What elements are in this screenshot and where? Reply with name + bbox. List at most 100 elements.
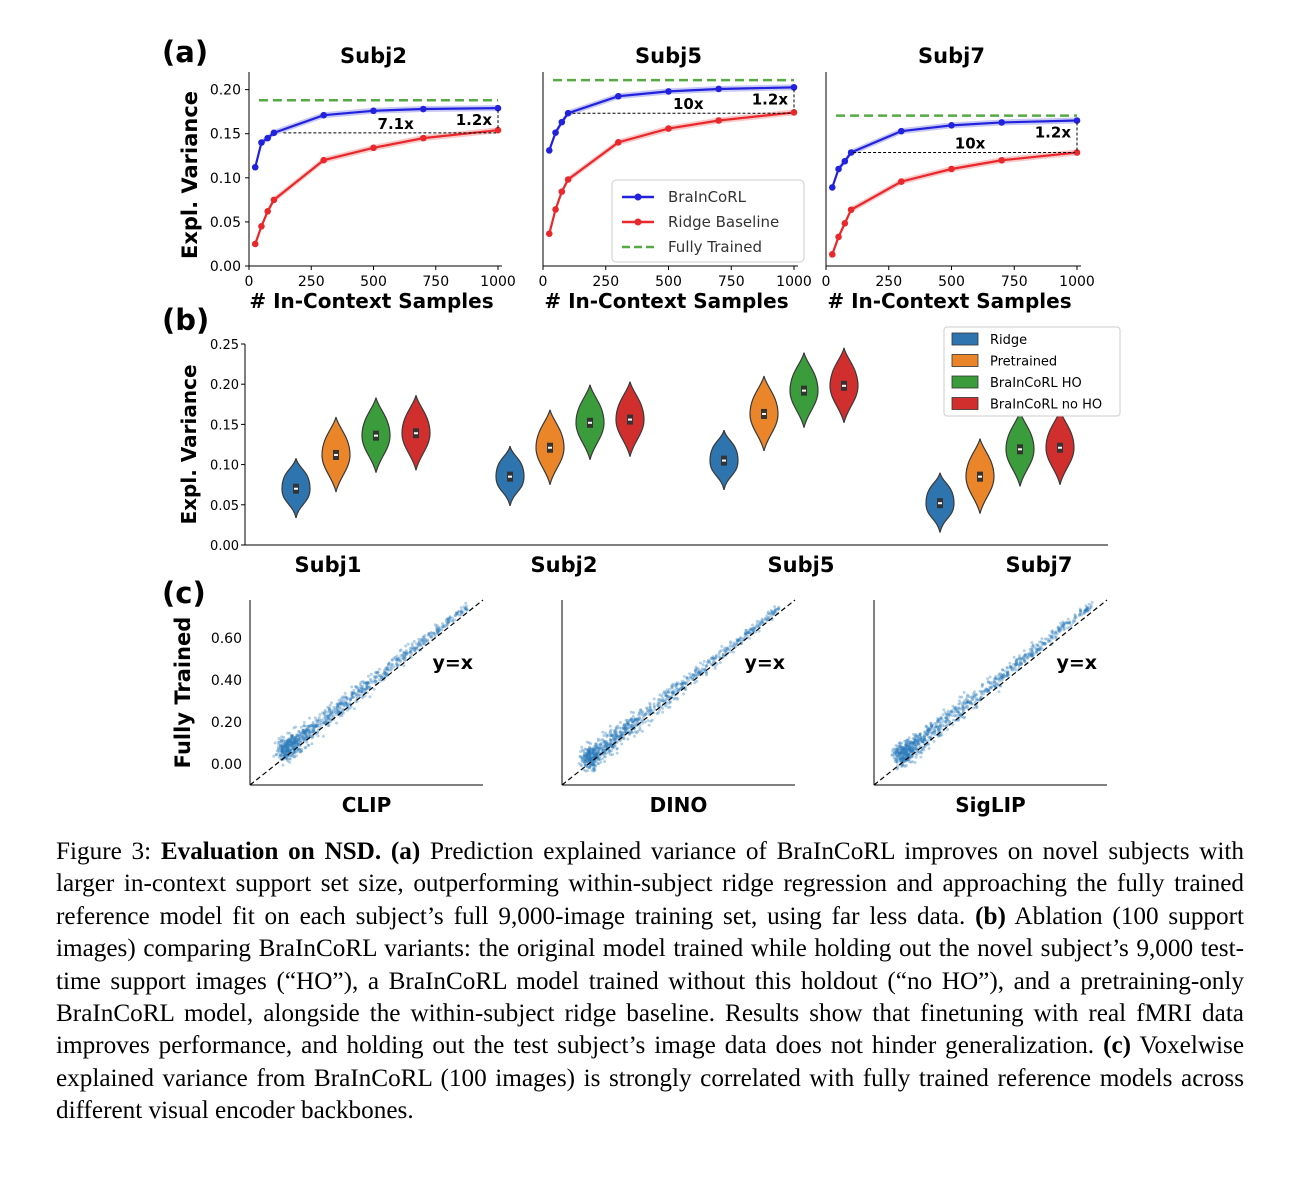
scatter-point	[310, 742, 313, 745]
scatter-point	[401, 654, 404, 657]
scatter-point	[600, 739, 603, 742]
data-point	[258, 139, 265, 146]
scatter-point	[732, 651, 735, 654]
scatter-point	[447, 617, 450, 620]
scatter-point	[897, 758, 900, 761]
scatter-point	[751, 628, 754, 631]
legend-marker	[635, 219, 642, 226]
data-point	[264, 208, 271, 215]
legend-label: BraInCoRL HO	[990, 376, 1082, 391]
scatter-point	[361, 696, 364, 699]
scatter-point	[1015, 661, 1018, 664]
scatter-point	[914, 761, 917, 764]
scatter-point	[703, 660, 706, 663]
scatter-point	[609, 729, 612, 732]
scatter-point	[729, 642, 732, 645]
scatter-point	[605, 735, 608, 738]
legend-swatch	[952, 333, 978, 345]
scatter-point	[409, 655, 412, 658]
scatter-point	[304, 746, 307, 749]
chart-title: Subj2	[340, 44, 407, 68]
scatter-point	[671, 687, 674, 690]
figure-caption: Figure 3: Evaluation on NSD. (a) Predict…	[56, 836, 1244, 1128]
scatter-point	[290, 745, 293, 748]
scatter-point	[637, 713, 640, 716]
scatter-point	[330, 701, 333, 704]
scatter-point	[583, 762, 586, 765]
scatter-point	[609, 725, 612, 728]
scatter-point	[423, 642, 426, 645]
scatter-point	[618, 731, 621, 734]
scatter-point	[411, 642, 414, 645]
scatter-point	[323, 715, 326, 718]
scatter-point	[915, 741, 918, 744]
scatter-point	[622, 737, 625, 740]
scatter-point	[616, 741, 619, 744]
scatter-point	[381, 674, 384, 677]
y-tick-label: 0.00	[210, 539, 239, 554]
scatter-point	[354, 685, 357, 688]
scatter-point	[277, 737, 280, 740]
scatter-point	[1015, 669, 1018, 672]
x-axis-label: CLIP	[342, 793, 392, 817]
scatter-point	[719, 649, 722, 652]
scatter-point	[1086, 607, 1089, 610]
scatter-point	[319, 713, 322, 716]
scatter-point	[1044, 642, 1047, 645]
scatter-point	[336, 709, 339, 712]
scatter-point	[631, 731, 634, 734]
y-tick-label: 0.15	[210, 127, 241, 143]
scatter-point	[589, 748, 592, 751]
scatter-point	[690, 673, 693, 676]
scatter-point	[584, 747, 587, 750]
scatter-point	[601, 731, 604, 734]
scatter-point	[891, 750, 894, 753]
scatter-point	[904, 765, 907, 768]
scatter-point	[296, 750, 299, 753]
line-chart-subj5: Subj50 250 500 750 1000# In-Context Samples1…	[539, 44, 812, 313]
scatter-point	[369, 678, 372, 681]
scatter-point	[694, 669, 697, 672]
scatter-point	[896, 745, 899, 748]
scatter-point	[908, 747, 911, 750]
scatter-point	[308, 731, 311, 734]
scatter-point	[975, 694, 978, 697]
scatter-point	[644, 713, 647, 716]
scatter-point	[758, 630, 761, 633]
scatter-point	[339, 703, 342, 706]
scatter-point	[908, 736, 911, 739]
scatter-point	[972, 695, 975, 698]
x-tick-label: 750	[422, 274, 449, 290]
scatter-point	[291, 735, 294, 738]
x-tick-label: 250	[592, 274, 619, 290]
scatter-point	[648, 724, 651, 727]
scatter-point	[684, 688, 687, 691]
x-axis-label: DINO	[650, 793, 708, 817]
scatter-point	[718, 652, 721, 655]
scatter-point	[430, 636, 433, 639]
annotation-efficiency: 10x	[673, 95, 704, 113]
scatter-point	[744, 632, 747, 635]
scatter-point	[682, 692, 685, 695]
scatter-point	[282, 739, 285, 742]
scatter-point	[426, 640, 429, 643]
scatter-point	[594, 764, 597, 767]
scatter-point	[297, 743, 300, 746]
scatter-point	[1018, 664, 1021, 667]
panel-label-a: (a)	[162, 35, 208, 69]
scatter-point	[615, 747, 618, 750]
x-axis-label: # In-Context Samples	[827, 289, 1071, 313]
scatter-point	[923, 734, 926, 737]
scatter-point	[916, 735, 919, 738]
scatter-point	[1038, 646, 1041, 649]
scatter-point	[614, 737, 617, 740]
data-point	[252, 241, 259, 248]
scatter-point	[941, 718, 944, 721]
scatter-point	[947, 719, 950, 722]
scatter-point	[625, 722, 628, 725]
scatter-point	[413, 640, 416, 643]
scatter-point	[293, 755, 296, 758]
scatter-point	[935, 722, 938, 725]
scatter-point	[958, 699, 961, 702]
scatter-point	[953, 714, 956, 717]
